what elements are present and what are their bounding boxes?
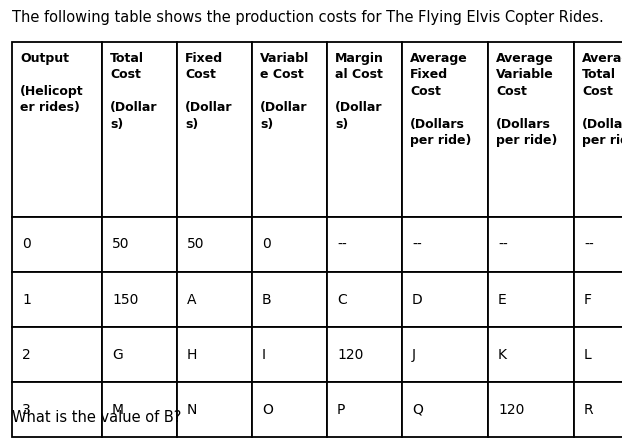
Bar	[12, 272, 102, 327]
Bar	[402, 42, 488, 217]
Text: D: D	[412, 293, 423, 306]
Bar	[327, 327, 402, 382]
Text: --: --	[412, 238, 422, 251]
Bar	[574, 217, 622, 272]
Bar	[488, 217, 574, 272]
Bar	[488, 272, 574, 327]
Text: Output

(Helicopt
er rides): Output (Helicopt er rides)	[20, 52, 83, 115]
Text: 3: 3	[22, 403, 30, 416]
Text: --: --	[337, 238, 346, 251]
Bar	[574, 382, 622, 437]
Bar	[488, 382, 574, 437]
Text: E: E	[498, 293, 507, 306]
Bar	[102, 272, 177, 327]
Text: Average
Total
Cost

(Dollars
per ride): Average Total Cost (Dollars per ride)	[582, 52, 622, 147]
Text: 50: 50	[112, 238, 129, 251]
Bar	[102, 382, 177, 437]
Bar	[177, 42, 252, 217]
Text: G: G	[112, 348, 123, 361]
Bar	[102, 42, 177, 217]
Text: --: --	[498, 238, 508, 251]
Bar	[252, 42, 327, 217]
Text: F: F	[584, 293, 592, 306]
Text: --: --	[584, 238, 594, 251]
Text: 50: 50	[187, 238, 205, 251]
Text: 150: 150	[112, 293, 138, 306]
Text: A: A	[187, 293, 197, 306]
Bar	[574, 272, 622, 327]
Bar	[402, 272, 488, 327]
Bar	[327, 272, 402, 327]
Bar	[12, 382, 102, 437]
Text: L: L	[584, 348, 592, 361]
Bar	[12, 217, 102, 272]
Text: K: K	[498, 348, 507, 361]
Bar	[574, 42, 622, 217]
Bar	[574, 327, 622, 382]
Bar	[327, 42, 402, 217]
Text: Margin
al Cost

(Dollar
s): Margin al Cost (Dollar s)	[335, 52, 384, 131]
Bar	[327, 382, 402, 437]
Bar	[402, 327, 488, 382]
Bar	[488, 327, 574, 382]
Text: Total
Cost

(Dollar
s): Total Cost (Dollar s)	[110, 52, 157, 131]
Text: R: R	[584, 403, 593, 416]
Bar	[177, 327, 252, 382]
Text: J: J	[412, 348, 416, 361]
Text: 0: 0	[22, 238, 30, 251]
Text: M: M	[112, 403, 124, 416]
Text: 1: 1	[22, 293, 31, 306]
Text: The following table shows the production costs for The Flying Elvis Copter Rides: The following table shows the production…	[12, 10, 604, 25]
Text: Average
Fixed
Cost

(Dollars
per ride): Average Fixed Cost (Dollars per ride)	[410, 52, 471, 147]
Bar	[177, 217, 252, 272]
Bar	[488, 42, 574, 217]
Bar	[177, 382, 252, 437]
Text: Average
Variable
Cost

(Dollars
per ride): Average Variable Cost (Dollars per ride)	[496, 52, 557, 147]
Text: P: P	[337, 403, 345, 416]
Bar	[252, 327, 327, 382]
Bar	[252, 217, 327, 272]
Bar	[252, 272, 327, 327]
Text: C: C	[337, 293, 346, 306]
Bar	[402, 217, 488, 272]
Text: H: H	[187, 348, 197, 361]
Text: I: I	[262, 348, 266, 361]
Bar	[102, 217, 177, 272]
Text: What is the value of B?: What is the value of B?	[12, 410, 182, 425]
Bar	[12, 42, 102, 217]
Text: Q: Q	[412, 403, 423, 416]
Text: O: O	[262, 403, 273, 416]
Bar	[12, 327, 102, 382]
Bar	[177, 272, 252, 327]
Text: 120: 120	[498, 403, 524, 416]
Text: 120: 120	[337, 348, 363, 361]
Text: B: B	[262, 293, 272, 306]
Bar	[252, 382, 327, 437]
Text: 0: 0	[262, 238, 271, 251]
Bar	[402, 382, 488, 437]
Bar	[327, 217, 402, 272]
Text: Fixed
Cost

(Dollar
s): Fixed Cost (Dollar s)	[185, 52, 233, 131]
Bar	[102, 327, 177, 382]
Text: 2: 2	[22, 348, 30, 361]
Text: Variabl
e Cost

(Dollar
s): Variabl e Cost (Dollar s)	[260, 52, 309, 131]
Text: N: N	[187, 403, 197, 416]
